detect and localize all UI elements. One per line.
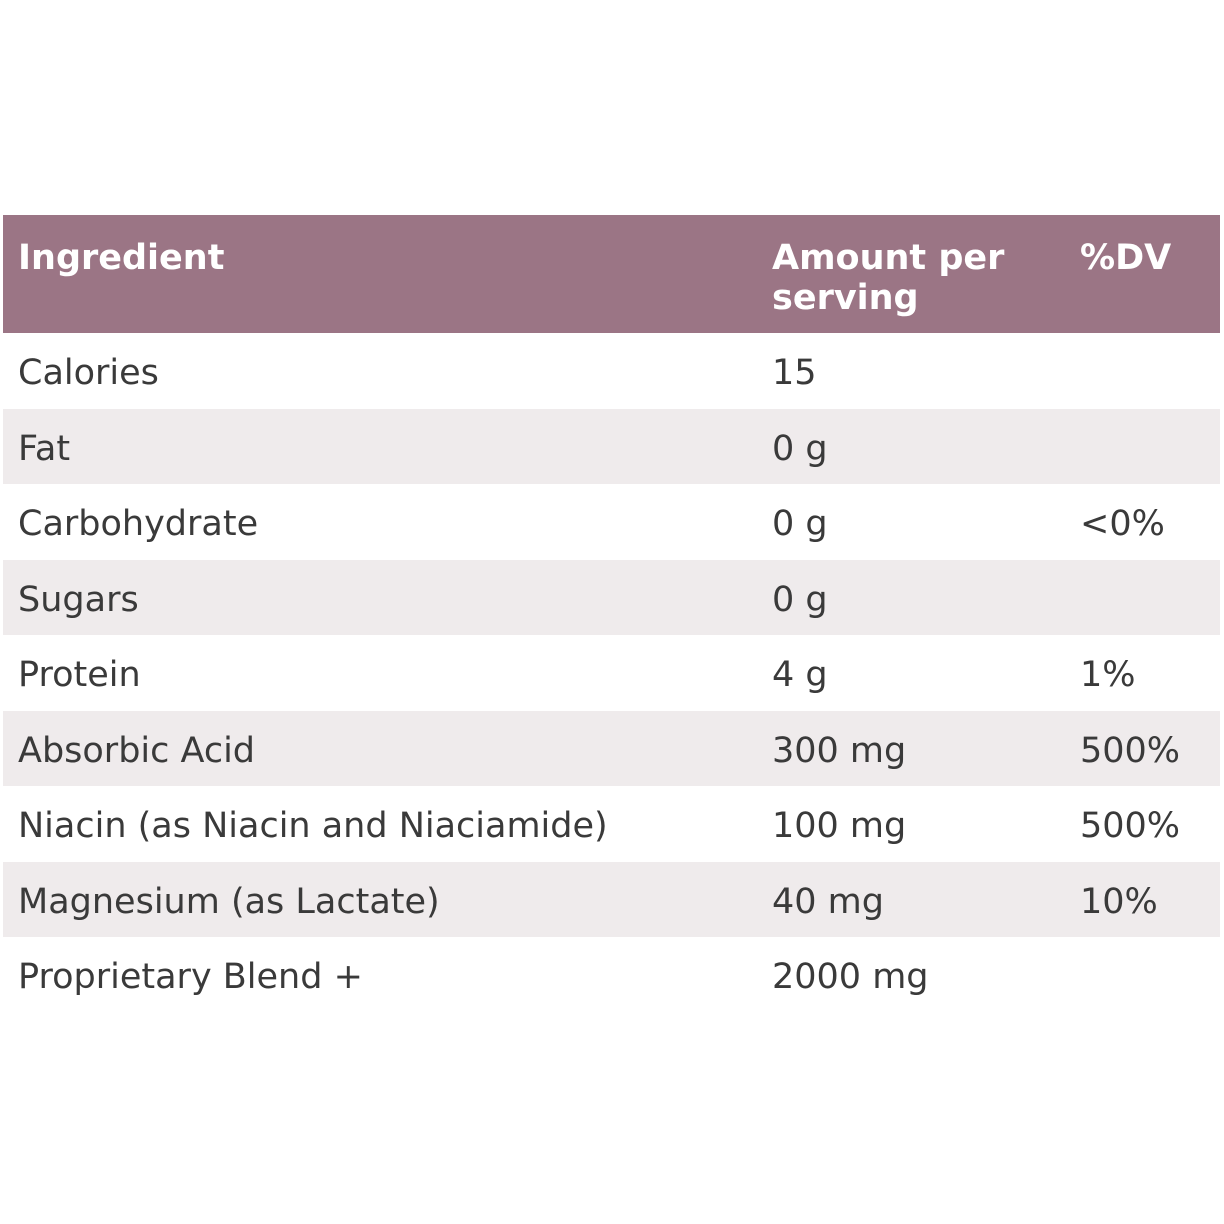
table-cell: 300 mg xyxy=(772,730,907,771)
table-cell: 1% xyxy=(1080,655,1136,695)
table-cell: 2000 mg xyxy=(772,957,929,997)
table-cell: 0 g xyxy=(772,428,828,469)
table-cell: 4 g xyxy=(772,655,828,695)
table-cell: 15 xyxy=(772,353,817,393)
header-cell: Ingredient xyxy=(18,238,225,278)
table-row: Calories 15 xyxy=(3,333,1220,409)
table-row: Niacin (as Niacin and Niaciamide) 100 mg 5… xyxy=(3,786,1220,862)
table-cell: 100 mg xyxy=(772,806,907,846)
table-cell: <0% xyxy=(1080,504,1165,544)
table-row: Sugars 0 g xyxy=(3,559,1220,635)
table-cell: Sugars xyxy=(18,579,139,620)
table-cell: Niacin (as Niacin and Niaciamide) xyxy=(18,806,608,846)
nutrition-table: Ingredient Amount per serving %DV Calori… xyxy=(3,215,1220,1013)
table-cell: 0 g xyxy=(772,504,828,544)
table-row: Carbohydrate 0 g <0% xyxy=(3,484,1220,560)
table-row: Fat 0 g xyxy=(3,408,1220,484)
table-cell: 500% xyxy=(1080,730,1181,771)
table-cell: 500% xyxy=(1080,806,1181,846)
table-row: Proprietary Blend + 2000 mg xyxy=(3,937,1220,1013)
table-row: Magnesium (as Lactate) 40 mg 10% xyxy=(3,861,1220,937)
table-row: Protein 4 g 1% xyxy=(3,635,1220,711)
table-cell: Carbohydrate xyxy=(18,504,259,544)
header-cell: Amount per serving xyxy=(772,238,1005,318)
table-cell: Magnesium (as Lactate) xyxy=(18,881,440,922)
table-cell: Calories xyxy=(18,353,159,393)
table-cell: Proprietary Blend + xyxy=(18,957,363,997)
header-cell: %DV xyxy=(1080,238,1172,278)
table-cell: 10% xyxy=(1080,881,1158,922)
table-cell: Protein xyxy=(18,655,141,695)
header-row: Ingredient Amount per serving %DV xyxy=(3,215,1220,333)
table-row: Absorbic Acid 300 mg 500% xyxy=(3,710,1220,786)
table-cell: 0 g xyxy=(772,579,828,620)
table-cell: 40 mg xyxy=(772,881,884,922)
table-cell: Absorbic Acid xyxy=(18,730,256,771)
table-cell: Fat xyxy=(18,428,71,469)
